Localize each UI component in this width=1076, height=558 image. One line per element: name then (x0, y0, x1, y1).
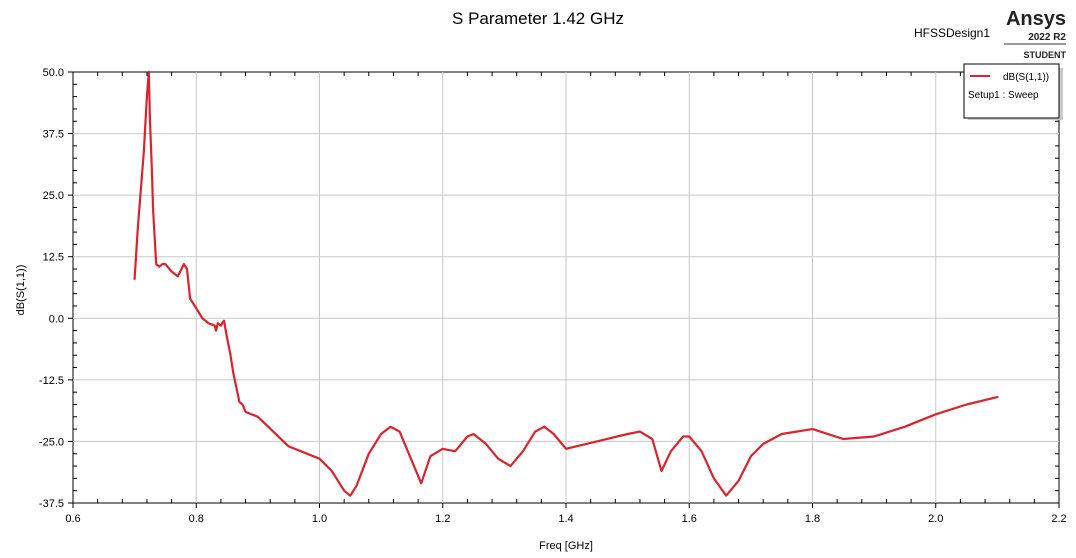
y-axis-tick-labels: 50.0 37.5 25.0 12.5 0.0 -12.5 -25.0 -37.5 (39, 67, 64, 510)
x-axis-tick-labels: 0.6 0.8 1.0 1.2 1.4 1.6 1.8 2.0 2.2 (65, 513, 1066, 525)
x-tick-label: 1.8 (805, 513, 820, 525)
y-tick-label: 50.0 (43, 67, 64, 79)
x-tick-label: 2.2 (1051, 513, 1066, 525)
y-tick-label: 0.0 (49, 313, 64, 325)
x-axis-title: Freq [GHz] (539, 540, 593, 552)
y-tick-label: 12.5 (43, 252, 64, 264)
design-name: HFSSDesign1 (914, 26, 990, 40)
y-axis-title: dB(S(1,1)) (15, 265, 27, 316)
y-tick-label: -12.5 (39, 375, 64, 387)
series-layer (133, 70, 999, 497)
legend[interactable]: dB(S(1,1)) Setup1 : Sweep (963, 63, 1063, 120)
chart-title: S Parameter 1.42 GHz (452, 9, 624, 28)
legend-entry-label: dB(S(1,1)) (1003, 72, 1049, 83)
grid-lines (73, 72, 1059, 503)
x-tick-label: 0.6 (65, 513, 80, 525)
legend-setup-label: Setup1 : Sweep (968, 90, 1039, 101)
legend-box (963, 63, 1060, 119)
x-tick-label: 2.0 (928, 513, 943, 525)
x-tick-label: 0.8 (189, 513, 204, 525)
x-tick-label: 1.6 (682, 513, 697, 525)
minor-ticks (68, 71, 1060, 508)
y-tick-label: -25.0 (39, 436, 64, 448)
brand-logo: Ansys (1006, 8, 1066, 30)
y-tick-label: 25.0 (43, 190, 64, 202)
series-line-s11 (133, 70, 999, 497)
x-tick-label: 1.0 (312, 513, 327, 525)
brand-version: 2022 R2 (1028, 32, 1066, 43)
y-tick-label: -37.5 (39, 498, 64, 510)
x-tick-label: 1.4 (558, 513, 573, 525)
brand-edition: STUDENT (1024, 50, 1067, 60)
x-tick-label: 1.2 (435, 513, 450, 525)
y-tick-label: 37.5 (43, 129, 64, 141)
